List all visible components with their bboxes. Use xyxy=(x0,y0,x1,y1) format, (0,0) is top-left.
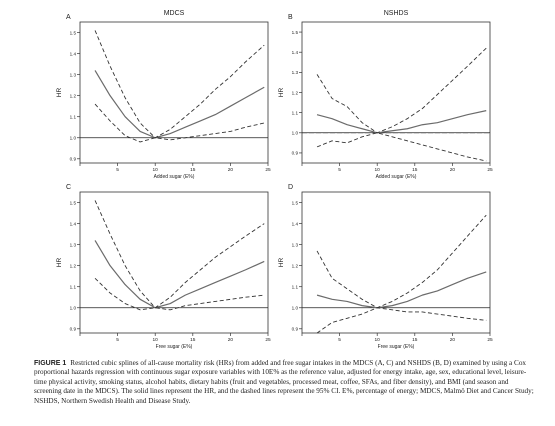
panel-d-ytick-label: 0.9 xyxy=(292,327,299,332)
panel-d-ytick-label: 1.3 xyxy=(292,242,299,247)
column-title-nshds: NSHDS xyxy=(384,10,409,17)
panel-a-ytick-label: 1.3 xyxy=(70,72,77,77)
panel-b-xtick-label: 15 xyxy=(412,167,418,173)
panel-d-ytick-label: 1.4 xyxy=(292,221,299,226)
panel-b-ylabel: HR xyxy=(278,88,285,98)
panel-b-ytick-label: 0.9 xyxy=(292,151,299,156)
figure-canvas: MDCS NSHDS A 0.9 1.0 1.1 1.2 1.3 1.4 1.5 5 10 15 20 25… xyxy=(56,10,493,350)
panel-a-ytick-label: 1.5 xyxy=(70,30,77,35)
panel-c-ci-lower-line xyxy=(94,277,265,311)
panel-a-ci-upper-line xyxy=(94,30,265,139)
panel-a-xtick-label: 25 xyxy=(265,167,271,173)
panel-b-ytick-label: 1.1 xyxy=(292,110,299,115)
panel-b-ci-upper-line xyxy=(316,47,487,134)
panel-c-xtick-label: 10 xyxy=(153,337,159,343)
figure-label: FIGURE 1 xyxy=(34,360,67,367)
panel-c-ylabel: HR xyxy=(56,258,63,268)
panel-b-xlabel: Added sugar (E%) xyxy=(376,174,417,180)
panel-b-ci-lower-line xyxy=(316,132,487,162)
panel-a-xtick-label: 10 xyxy=(153,167,159,173)
panel-a-xtick-label: 20 xyxy=(228,167,234,173)
panel-a-ylabel: HR xyxy=(56,88,63,98)
panel-a-ytick-label: 1.1 xyxy=(70,115,77,120)
panel-c-ytick-label: 1.3 xyxy=(70,242,77,247)
panel-b-xtick-label: 25 xyxy=(487,167,493,173)
panel-c-ytick-label: 1.2 xyxy=(70,263,77,268)
panel-b-ytick-label: 1.3 xyxy=(292,70,299,75)
panel-d-ytick-label: 1.0 xyxy=(292,306,299,311)
panel-a-ytick-label: 1.0 xyxy=(70,136,77,141)
panel-c-xtick-label: 20 xyxy=(228,337,234,343)
figure-caption-text: Restricted cubic splines of all-cause mo… xyxy=(34,359,534,405)
panel-d-hr-line xyxy=(316,271,487,309)
panel-c-xlabel: Free sugar (E%) xyxy=(156,344,193,350)
panel-b-hr-line xyxy=(316,110,487,134)
panel-c-xtick-label: 25 xyxy=(265,337,271,343)
panel-a-frame xyxy=(79,21,269,164)
panel-a-ytick-label: 1.2 xyxy=(70,93,77,98)
panel-d-xtick-label: 20 xyxy=(450,337,456,343)
panel-a xyxy=(77,21,269,166)
panel-d-xtick-label: 25 xyxy=(487,337,493,343)
panel-a-ci-lower-line xyxy=(94,103,265,143)
panel-c-letter: C xyxy=(66,184,71,191)
panel-b xyxy=(299,21,491,166)
panel-d-letter: D xyxy=(288,184,293,191)
panel-d-ytick-label: 1.2 xyxy=(292,263,299,268)
panel-c-ytick-label: 1.0 xyxy=(70,306,77,311)
panel-d xyxy=(299,191,491,336)
panel-b-xtick-label: 20 xyxy=(450,167,456,173)
panel-d-ci-upper-line xyxy=(316,214,487,309)
panel-a-xlabel: Added sugar (E%) xyxy=(154,174,195,180)
panel-c-ytick-label: 1.4 xyxy=(70,221,77,226)
panel-b-xtick-label: 5 xyxy=(338,167,341,173)
panel-b-letter: B xyxy=(288,14,293,21)
panel-a-ytick-label: 1.4 xyxy=(70,51,77,56)
panel-d-ytick-label: 1.1 xyxy=(292,285,299,290)
panel-c-ci-upper-line xyxy=(94,200,265,309)
panel-b-xtick-label: 10 xyxy=(375,167,381,173)
panel-d-ytick-label: 1.5 xyxy=(292,200,299,205)
panel-c-ytick-label: 1.1 xyxy=(70,285,77,290)
panel-c-frame xyxy=(79,191,269,334)
panel-b-ytick-label: 1.4 xyxy=(292,50,299,55)
panel-a-xtick-label: 15 xyxy=(190,167,196,173)
panel-a-hr-line xyxy=(94,70,265,139)
panel-a-letter: A xyxy=(66,14,71,21)
panel-b-ytick-label: 1.5 xyxy=(292,30,299,35)
panel-b-ytick-label: 1.0 xyxy=(292,131,299,136)
panel-d-ylabel: HR xyxy=(278,258,285,268)
panel-a-xtick-label: 5 xyxy=(116,167,119,173)
panel-d-xtick-label: 5 xyxy=(338,337,341,343)
column-title-mdcs: MDCS xyxy=(164,10,185,17)
panel-c-xtick-label: 15 xyxy=(190,337,196,343)
figure-caption: FIGURE 1 Restricted cubic splines of all-… xyxy=(34,359,534,406)
panel-c xyxy=(77,191,269,336)
panel-c-ytick-label: 0.9 xyxy=(70,327,77,332)
panel-d-xlabel: Free sugar (E%) xyxy=(378,344,415,350)
panel-c-ytick-label: 1.5 xyxy=(70,200,77,205)
panel-d-ci-lower-line xyxy=(316,307,487,334)
panel-d-xtick-label: 15 xyxy=(412,337,418,343)
panel-c-hr-line xyxy=(94,240,265,309)
panel-c-xtick-label: 5 xyxy=(116,337,119,343)
panel-d-frame xyxy=(301,191,491,334)
panel-b-ytick-label: 1.2 xyxy=(292,90,299,95)
panel-a-ytick-label: 0.9 xyxy=(70,157,77,162)
panel-d-xtick-label: 10 xyxy=(375,337,381,343)
